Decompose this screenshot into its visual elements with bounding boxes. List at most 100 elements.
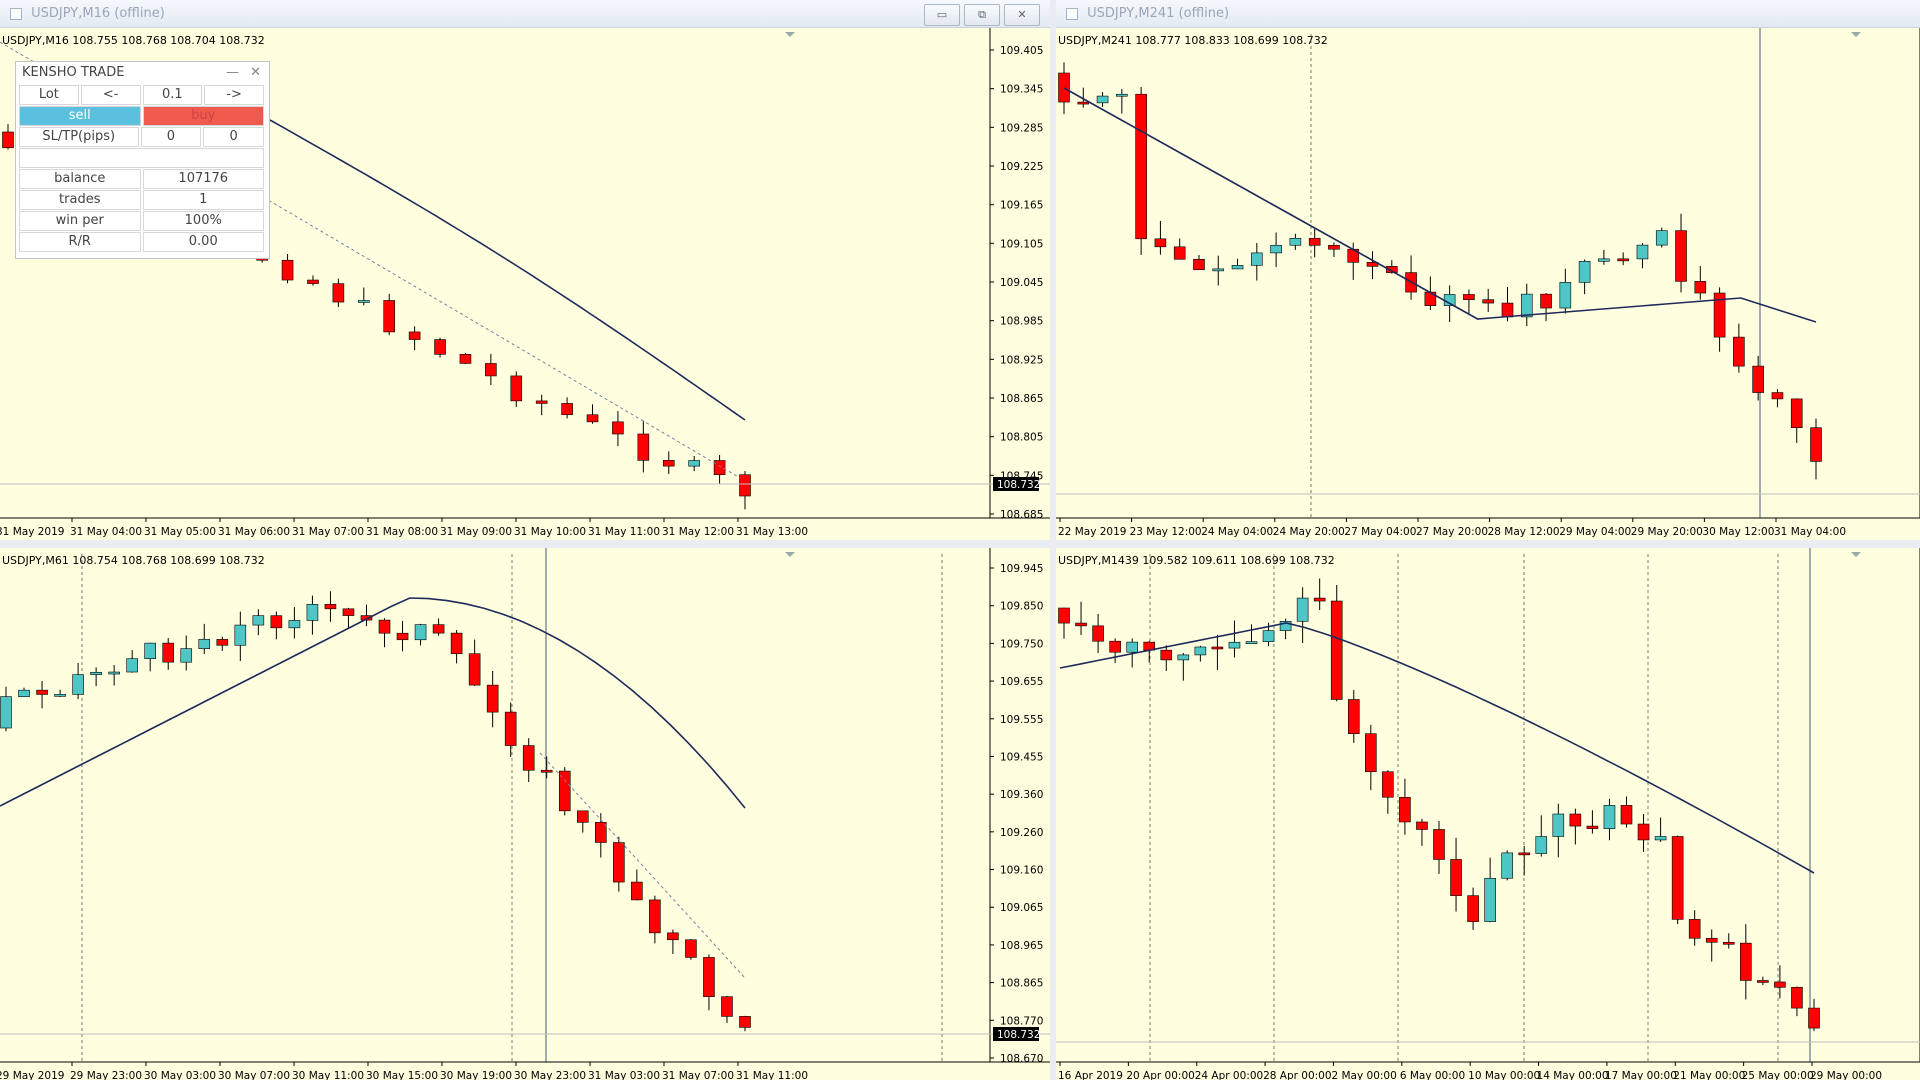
time-tick-label: 6 May 00:00 [1400, 1070, 1465, 1080]
chart-shift-marker [785, 552, 795, 557]
bullish-candle [54, 694, 66, 697]
bullish-candle [198, 639, 211, 649]
bullish-candle [1598, 258, 1610, 262]
bearish-candle [1308, 237, 1321, 246]
bearish-candle [1077, 101, 1090, 105]
bearish-candle [1637, 823, 1650, 841]
bullish-candle [1251, 252, 1263, 266]
bearish-candle [1771, 392, 1784, 400]
bearish-candle [1586, 825, 1599, 829]
time-tick-label: 24 May 20:00 [1273, 526, 1345, 538]
maximize-icon: ⧉ [978, 8, 986, 21]
price-tick-label: 108.670 [1000, 1053, 1043, 1065]
maximize-button[interactable]: ⧉ [964, 4, 1000, 26]
time-tick-label: 28 Apr 00:00 [1263, 1070, 1331, 1080]
bullish-candle [1484, 877, 1496, 922]
lot-input[interactable]: 0.1 [142, 85, 203, 105]
close-button[interactable]: ✕ [1004, 4, 1040, 26]
minimize-button[interactable]: ▭ [924, 4, 960, 26]
chart-window-usdjpy-m61[interactable]: USDJPY,M61 108.754 108.768 108.699 108.7… [0, 548, 1050, 1080]
price-chart[interactable]: USDJPY,M241 108.777 108.833 108.699 108.… [1056, 28, 1920, 538]
bearish-candle [324, 604, 337, 610]
price-tick-label: 108.805 [1000, 432, 1043, 444]
bearish-candle [1399, 796, 1411, 823]
moving-average-line [269, 119, 746, 421]
chart-window-usdjpy-m16[interactable]: USDJPY,M16 (offline) ▭ ⧉ ✕ USDJPY,M16 10… [0, 0, 1050, 540]
trades-value: 1 [142, 190, 264, 210]
price-tick-label: 109.455 [1000, 751, 1043, 763]
chart-shift-marker [1851, 552, 1861, 557]
price-chart[interactable]: USDJPY,M16 108.755 108.768 108.704 108.7… [0, 28, 1050, 538]
tp-input[interactable]: 0 [203, 127, 264, 147]
time-tick-label: 31 May 05:00 [144, 526, 216, 538]
chart-info-label: USDJPY,M241 108.777 108.833 108.699 108.… [1058, 34, 1328, 47]
bullish-candle [252, 615, 265, 626]
kensho-trade-panel[interactable]: KENSHO TRADE — ✕ Lot <- 0.1 -> sell buy … [15, 61, 270, 259]
panel-close-button[interactable]: ✕ [250, 65, 261, 80]
balance-label: balance [19, 169, 141, 189]
time-tick-label: 31 May 08:00 [366, 526, 438, 538]
sl-input[interactable]: 0 [140, 127, 202, 147]
lot-label: Lot [19, 85, 79, 105]
time-tick-label: 2 May 00:00 [1331, 1070, 1396, 1080]
bearish-candle [1733, 336, 1745, 367]
bearish-candle [595, 822, 607, 843]
time-tick-label: 31 May 04:00 [70, 526, 142, 538]
bearish-candle [378, 619, 391, 634]
bearish-candle [1501, 302, 1514, 318]
time-tick-label: 10 May 00:00 [1468, 1070, 1540, 1080]
sell-button[interactable]: sell [19, 106, 141, 126]
bullish-candle [1126, 641, 1138, 653]
time-tick-label: 30 May 03:00 [144, 1070, 216, 1080]
bearish-candle [342, 608, 355, 616]
bearish-candle [1757, 980, 1769, 983]
bearish-candle [408, 331, 421, 340]
panel-title: KENSHO TRADE [22, 65, 125, 80]
chart-window-usdjpy-m241[interactable]: USDJPY,M241 (offline) USDJPY,M241 108.77… [1056, 0, 1920, 540]
bullish-candle [18, 689, 30, 697]
time-tick-label: 29 May 04:00 [1559, 526, 1631, 538]
bullish-candle [357, 300, 370, 303]
price-tick-label: 109.405 [1000, 45, 1043, 57]
bullish-candle [1279, 621, 1292, 631]
bearish-candle [486, 684, 499, 713]
bearish-candle [1173, 246, 1186, 260]
lot-decrease-button[interactable]: <- [80, 85, 141, 105]
lot-increase-button[interactable]: -> [204, 85, 264, 105]
price-tick-label: 108.865 [1000, 978, 1043, 990]
price-tick-label: 109.945 [1000, 563, 1043, 575]
bearish-candle [522, 745, 535, 771]
bullish-candle [1245, 641, 1258, 644]
bearish-candle [586, 414, 599, 423]
bearish-candle [739, 1016, 751, 1028]
window-titlebar[interactable]: USDJPY,M16 (offline) ▭ ⧉ ✕ [0, 0, 1050, 28]
bearish-candle [649, 899, 661, 934]
current-price-badge [993, 1027, 1039, 1041]
time-tick-label: 24 Apr 00:00 [1195, 1070, 1263, 1080]
chart-window-usdjpy-m1439[interactable]: USDJPY,M1439 109.582 109.611 108.699 108… [1056, 548, 1920, 1080]
price-tick-label: 108.925 [1000, 354, 1043, 366]
bearish-candle [739, 474, 751, 497]
price-tick-label: 109.105 [1000, 238, 1043, 250]
price-tick-label: 108.865 [1000, 393, 1043, 405]
price-chart[interactable]: USDJPY,M1439 109.582 109.611 108.699 108… [1056, 548, 1920, 1080]
bearish-candle [1058, 72, 1070, 103]
bullish-candle [126, 658, 138, 673]
bearish-candle [535, 400, 548, 404]
bullish-candle [1559, 282, 1572, 309]
price-chart[interactable]: USDJPY,M61 108.754 108.768 108.699 108.7… [0, 548, 1050, 1080]
bearish-candle [1808, 1007, 1820, 1029]
time-tick-label: 31 May 04:00 [1774, 526, 1846, 538]
price-tick-label: 108.965 [1000, 940, 1043, 952]
trades-label: trades [19, 190, 141, 210]
moving-average-line [1059, 622, 1815, 874]
chart-info-label: USDJPY,M61 108.754 108.768 108.699 108.7… [2, 554, 265, 567]
bullish-candle [414, 624, 427, 641]
bearish-candle [1671, 836, 1684, 920]
bearish-candle [1193, 258, 1205, 271]
bearish-candle [1810, 427, 1822, 462]
buy-button[interactable]: buy [142, 106, 264, 126]
window-titlebar[interactable]: USDJPY,M241 (offline) [1056, 0, 1920, 28]
panel-minimize-button[interactable]: — [226, 65, 239, 80]
winper-value: 100% [142, 211, 264, 231]
